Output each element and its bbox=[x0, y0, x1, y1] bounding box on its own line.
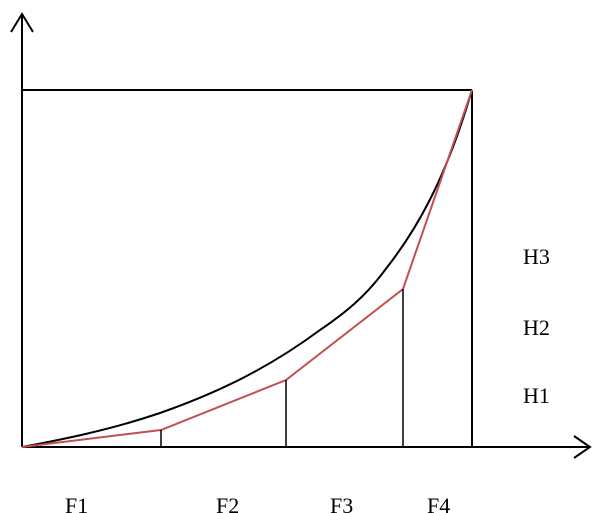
piecewise-polyline bbox=[22, 90, 472, 447]
label-f4: F4 bbox=[427, 493, 450, 513]
label-h3: H3 bbox=[523, 244, 550, 269]
label-f3: F3 bbox=[330, 493, 353, 513]
label-h2: H2 bbox=[523, 315, 550, 340]
drop-lines bbox=[161, 289, 403, 447]
label-h1: H1 bbox=[523, 383, 550, 408]
label-f2: F2 bbox=[216, 493, 239, 513]
bounding-box bbox=[22, 90, 472, 447]
smooth-curve bbox=[22, 90, 472, 447]
label-f1: F1 bbox=[65, 493, 88, 513]
axes bbox=[11, 14, 590, 458]
